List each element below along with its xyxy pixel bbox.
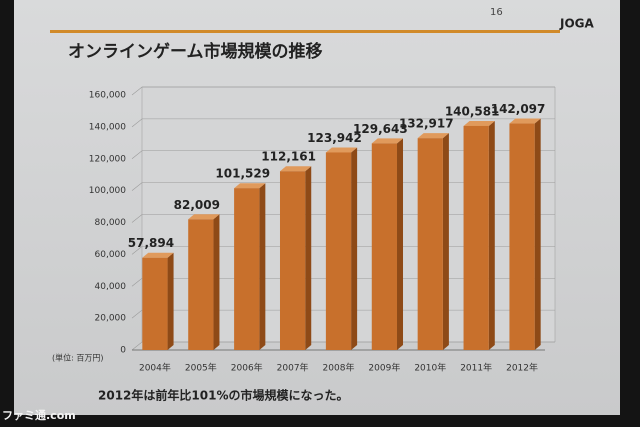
bar-side [351, 147, 358, 350]
bar [463, 125, 489, 350]
x-tick-label: 2011年 [460, 362, 492, 374]
bar-side [488, 120, 495, 350]
y-tick-label: 40,000 [95, 282, 127, 292]
bar [279, 171, 306, 350]
value-label: 82,009 [174, 198, 220, 212]
bar-side [213, 214, 220, 350]
bar [188, 219, 214, 350]
x-tick-label: 2004年 [139, 362, 171, 374]
value-label: 123,942 [307, 131, 362, 145]
chart-title: オンラインゲーム市場規模の推移 [68, 41, 323, 62]
bar-side [305, 166, 312, 350]
bar-side [259, 183, 266, 350]
x-tick-label: 2006年 [231, 362, 263, 374]
bar-top [188, 214, 220, 220]
value-label: 142,097 [491, 102, 546, 116]
y-tick-label: 80,000 [95, 218, 127, 228]
value-label: 101,529 [215, 167, 270, 181]
x-tick-label: 2012年 [506, 362, 538, 374]
value-label: 112,161 [261, 150, 316, 164]
bar-top [234, 183, 266, 189]
grid-line [131, 277, 555, 287]
bar-top [463, 120, 495, 126]
y-tick-label: 20,000 [95, 314, 127, 324]
bar-top [279, 166, 312, 172]
title-rule [50, 30, 560, 33]
y-tick-label: 120,000 [89, 154, 126, 164]
bar-top [371, 138, 404, 144]
bar-side [534, 118, 541, 351]
bar [417, 138, 443, 350]
grid-line [131, 182, 555, 191]
bar [371, 143, 398, 350]
grid-line [131, 118, 555, 128]
bar-side [442, 133, 449, 350]
value-label: 132,917 [399, 117, 454, 131]
bar-top [417, 133, 449, 139]
x-tick-label: 2009年 [368, 362, 400, 374]
bar-top [142, 252, 174, 258]
page-number: 16 [490, 7, 503, 18]
y-tick-label: 160,000 [89, 91, 126, 101]
bar-side [167, 252, 174, 350]
note: 2012年は前年比101%の市場規模になった。 [98, 388, 348, 403]
bar [142, 257, 168, 350]
bar [234, 188, 260, 350]
value-label: 129,643 [353, 122, 408, 136]
y-tick-label: 140,000 [89, 122, 126, 132]
watermark: ファミ通.com [2, 409, 76, 422]
x-tick-label: 2007年 [277, 362, 309, 374]
bar-top [325, 147, 358, 153]
unit-label: (単位: 百万円) [52, 353, 103, 363]
y-tick-label: 100,000 [89, 186, 126, 196]
bar [325, 152, 352, 350]
grid-line [131, 150, 555, 159]
grid-line [131, 309, 555, 319]
bar-top [509, 118, 541, 124]
x-tick-label: 2010年 [414, 362, 446, 374]
bar-side [397, 138, 404, 350]
value-label: 57,894 [128, 236, 174, 250]
logo: JOGA [559, 17, 595, 31]
x-tick-label: 2008年 [323, 362, 355, 374]
y-tick-label: 60,000 [95, 250, 127, 260]
grid-line [131, 341, 555, 351]
y-tick-label: 0 [120, 346, 126, 356]
grid-line [131, 246, 555, 255]
grid-line [131, 214, 555, 223]
value-label: 140,581 [445, 104, 500, 118]
x-tick-label: 2005年 [185, 362, 217, 374]
grid-line [131, 86, 555, 96]
bar [509, 123, 535, 351]
